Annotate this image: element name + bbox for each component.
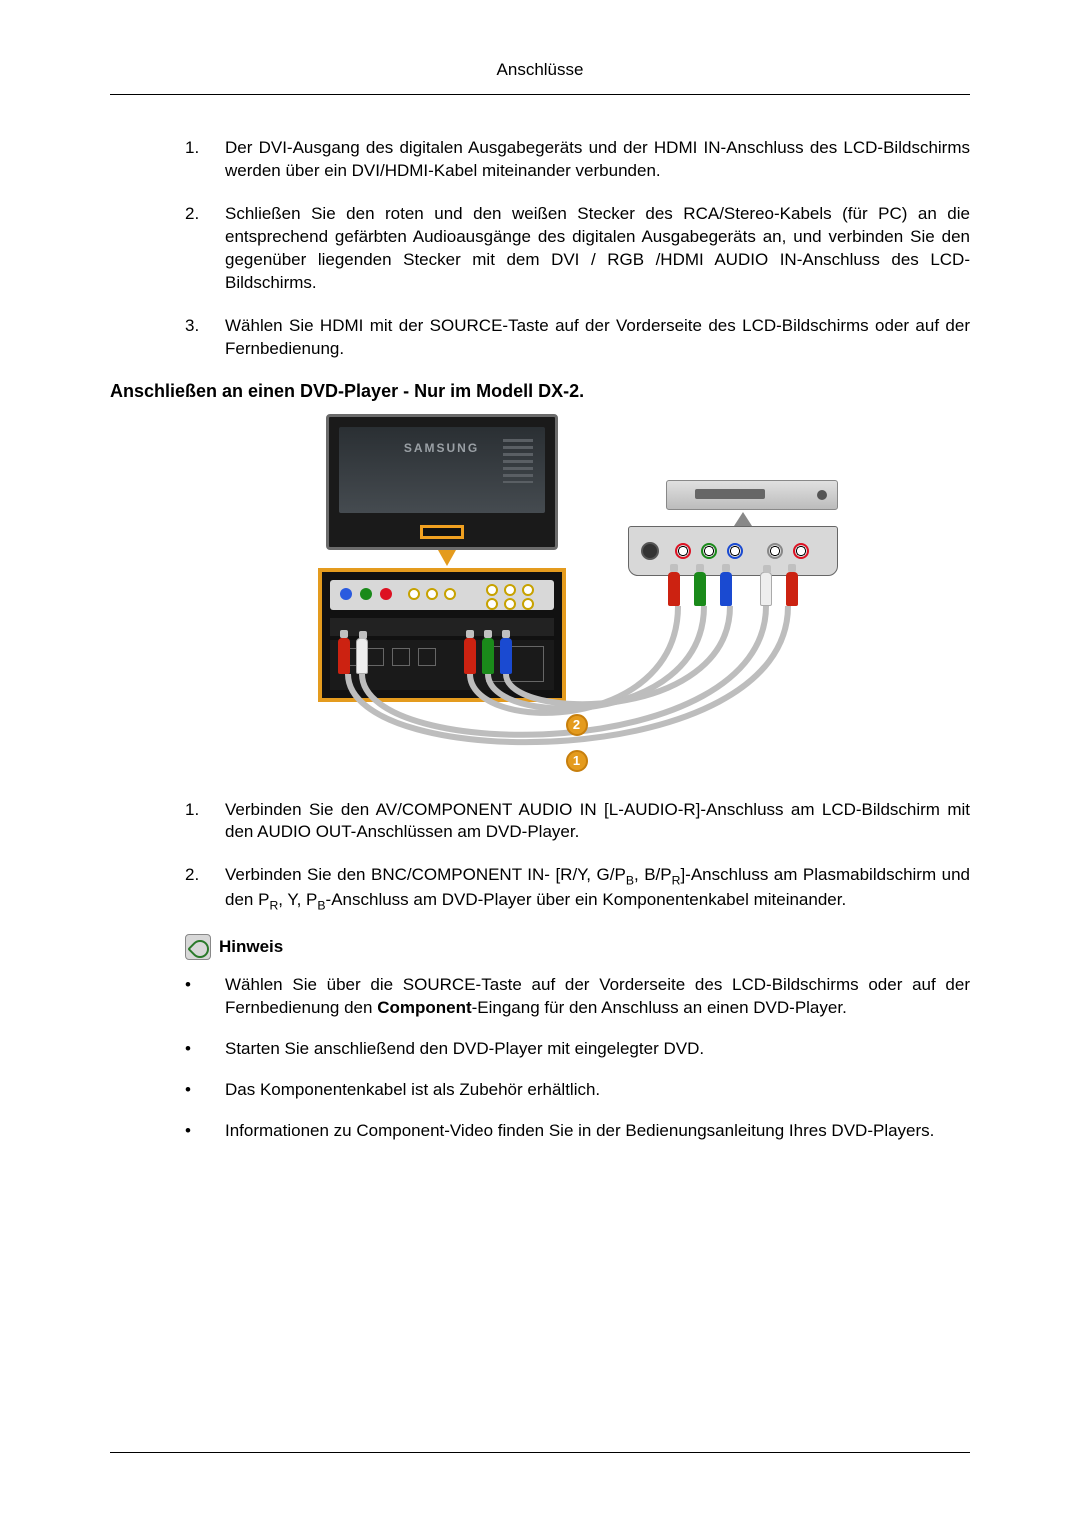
audio-white-jack [767, 543, 783, 559]
plug-blue [720, 572, 732, 606]
plug-red [786, 572, 798, 606]
dvd-player [666, 480, 838, 510]
footer-rule [110, 1452, 970, 1453]
panel-dot-blue [340, 588, 352, 600]
list-item: 1. Der DVI-Ausgang des digitalen Ausgabe… [185, 137, 970, 183]
diagram-badge-2: 2 [566, 714, 588, 736]
bullet-list: • Wählen Sie über die SOURCE-Taste auf d… [185, 974, 970, 1143]
list-number: 3. [185, 315, 225, 361]
list-text: Informationen zu Component-Video finden … [225, 1120, 970, 1143]
list-text: Schließen Sie den roten und den weißen S… [225, 203, 970, 295]
tv-stripes [503, 439, 533, 483]
bold-text: Component [377, 998, 471, 1017]
bullet: • [185, 974, 225, 1020]
plug-red [668, 572, 680, 606]
plug-white [760, 572, 772, 606]
text-fragment: Verbinden Sie den BNC/COMPONENT IN- [R/Y… [225, 865, 626, 884]
component-blue-jack [727, 543, 743, 559]
list-item: • Das Komponentenkabel ist als Zubehör e… [185, 1079, 970, 1102]
component-green-jack [701, 543, 717, 559]
list-text: Wählen Sie HDMI mit der SOURCE-Taste auf… [225, 315, 970, 361]
plug-red [464, 638, 476, 674]
panel-dot [426, 588, 438, 600]
list-number: 1. [185, 137, 225, 183]
list-text: Der DVI-Ausgang des digitalen Ausgabeger… [225, 137, 970, 183]
connection-diagram: SAMSUNG [318, 414, 838, 769]
ordered-list-2: 1. Verbinden Sie den AV/COMPONENT AUDIO … [185, 799, 970, 915]
section-heading: Anschließen an einen DVD-Player - Nur im… [110, 381, 970, 402]
panel-port-group [486, 584, 546, 606]
dvd-button [817, 490, 827, 500]
page-header-title: Anschlüsse [110, 60, 970, 86]
plug-green [694, 572, 706, 606]
diagram-badge-1: 1 [566, 750, 588, 772]
list-item: 3. Wählen Sie HDMI mit der SOURCE-Taste … [185, 315, 970, 361]
text-fragment: , Y, P [278, 890, 317, 909]
tv-screen: SAMSUNG [339, 427, 545, 513]
list-number: 1. [185, 799, 225, 845]
list-item: • Starten Sie anschließend den DVD-Playe… [185, 1038, 970, 1061]
list-item: 1. Verbinden Sie den AV/COMPONENT AUDIO … [185, 799, 970, 845]
ordered-list-1: 1. Der DVI-Ausgang des digitalen Ausgabe… [185, 137, 970, 361]
text-fragment: -Anschluss am DVD-Player über ein Kompon… [326, 890, 847, 909]
list-item: • Wählen Sie über die SOURCE-Taste auf d… [185, 974, 970, 1020]
hinweis-heading: Hinweis [185, 934, 970, 960]
audio-red-jack [793, 543, 809, 559]
text-fragment: -Eingang für den Anschluss an einen DVD-… [472, 998, 847, 1017]
subscript: B [317, 899, 325, 913]
tv-brand-label: SAMSUNG [404, 441, 479, 455]
list-text: Wählen Sie über die SOURCE-Taste auf der… [225, 974, 970, 1020]
component-red-jack [675, 543, 691, 559]
list-text: Verbinden Sie den BNC/COMPONENT IN- [R/Y… [225, 864, 970, 914]
bullet: • [185, 1120, 225, 1143]
arrow-up-icon [734, 512, 752, 526]
dvd-rear-panel [628, 526, 838, 576]
panel-top-row [330, 580, 554, 610]
tv-port-highlight [420, 525, 464, 539]
plug-green [482, 638, 494, 674]
bullet: • [185, 1079, 225, 1102]
tv-monitor: SAMSUNG [326, 414, 558, 550]
note-icon [185, 934, 211, 960]
svideo-jack [641, 542, 659, 560]
list-item: 2. Verbinden Sie den BNC/COMPONENT IN- [… [185, 864, 970, 914]
list-item: 2. Schließen Sie den roten und den weiße… [185, 203, 970, 295]
list-number: 2. [185, 864, 225, 914]
subscript: R [269, 899, 278, 913]
panel-dot [408, 588, 420, 600]
plug-white [356, 638, 368, 674]
panel-dot-red [380, 588, 392, 600]
bullet: • [185, 1038, 225, 1061]
hinweis-label: Hinweis [219, 937, 283, 957]
panel-dot-green [360, 588, 372, 600]
arrow-down-icon [438, 550, 456, 566]
list-item: • Informationen zu Component-Video finde… [185, 1120, 970, 1143]
plug-blue [500, 638, 512, 674]
text-fragment: , B/P [634, 865, 672, 884]
list-text: Starten Sie anschließend den DVD-Player … [225, 1038, 970, 1061]
plug-red [338, 638, 350, 674]
lcd-rear-panel [318, 568, 566, 702]
subscript: B [626, 874, 634, 888]
list-text: Verbinden Sie den AV/COMPONENT AUDIO IN … [225, 799, 970, 845]
dvd-tray [695, 489, 765, 499]
panel-dot [444, 588, 456, 600]
list-text: Das Komponentenkabel ist als Zubehör erh… [225, 1079, 970, 1102]
list-number: 2. [185, 203, 225, 295]
